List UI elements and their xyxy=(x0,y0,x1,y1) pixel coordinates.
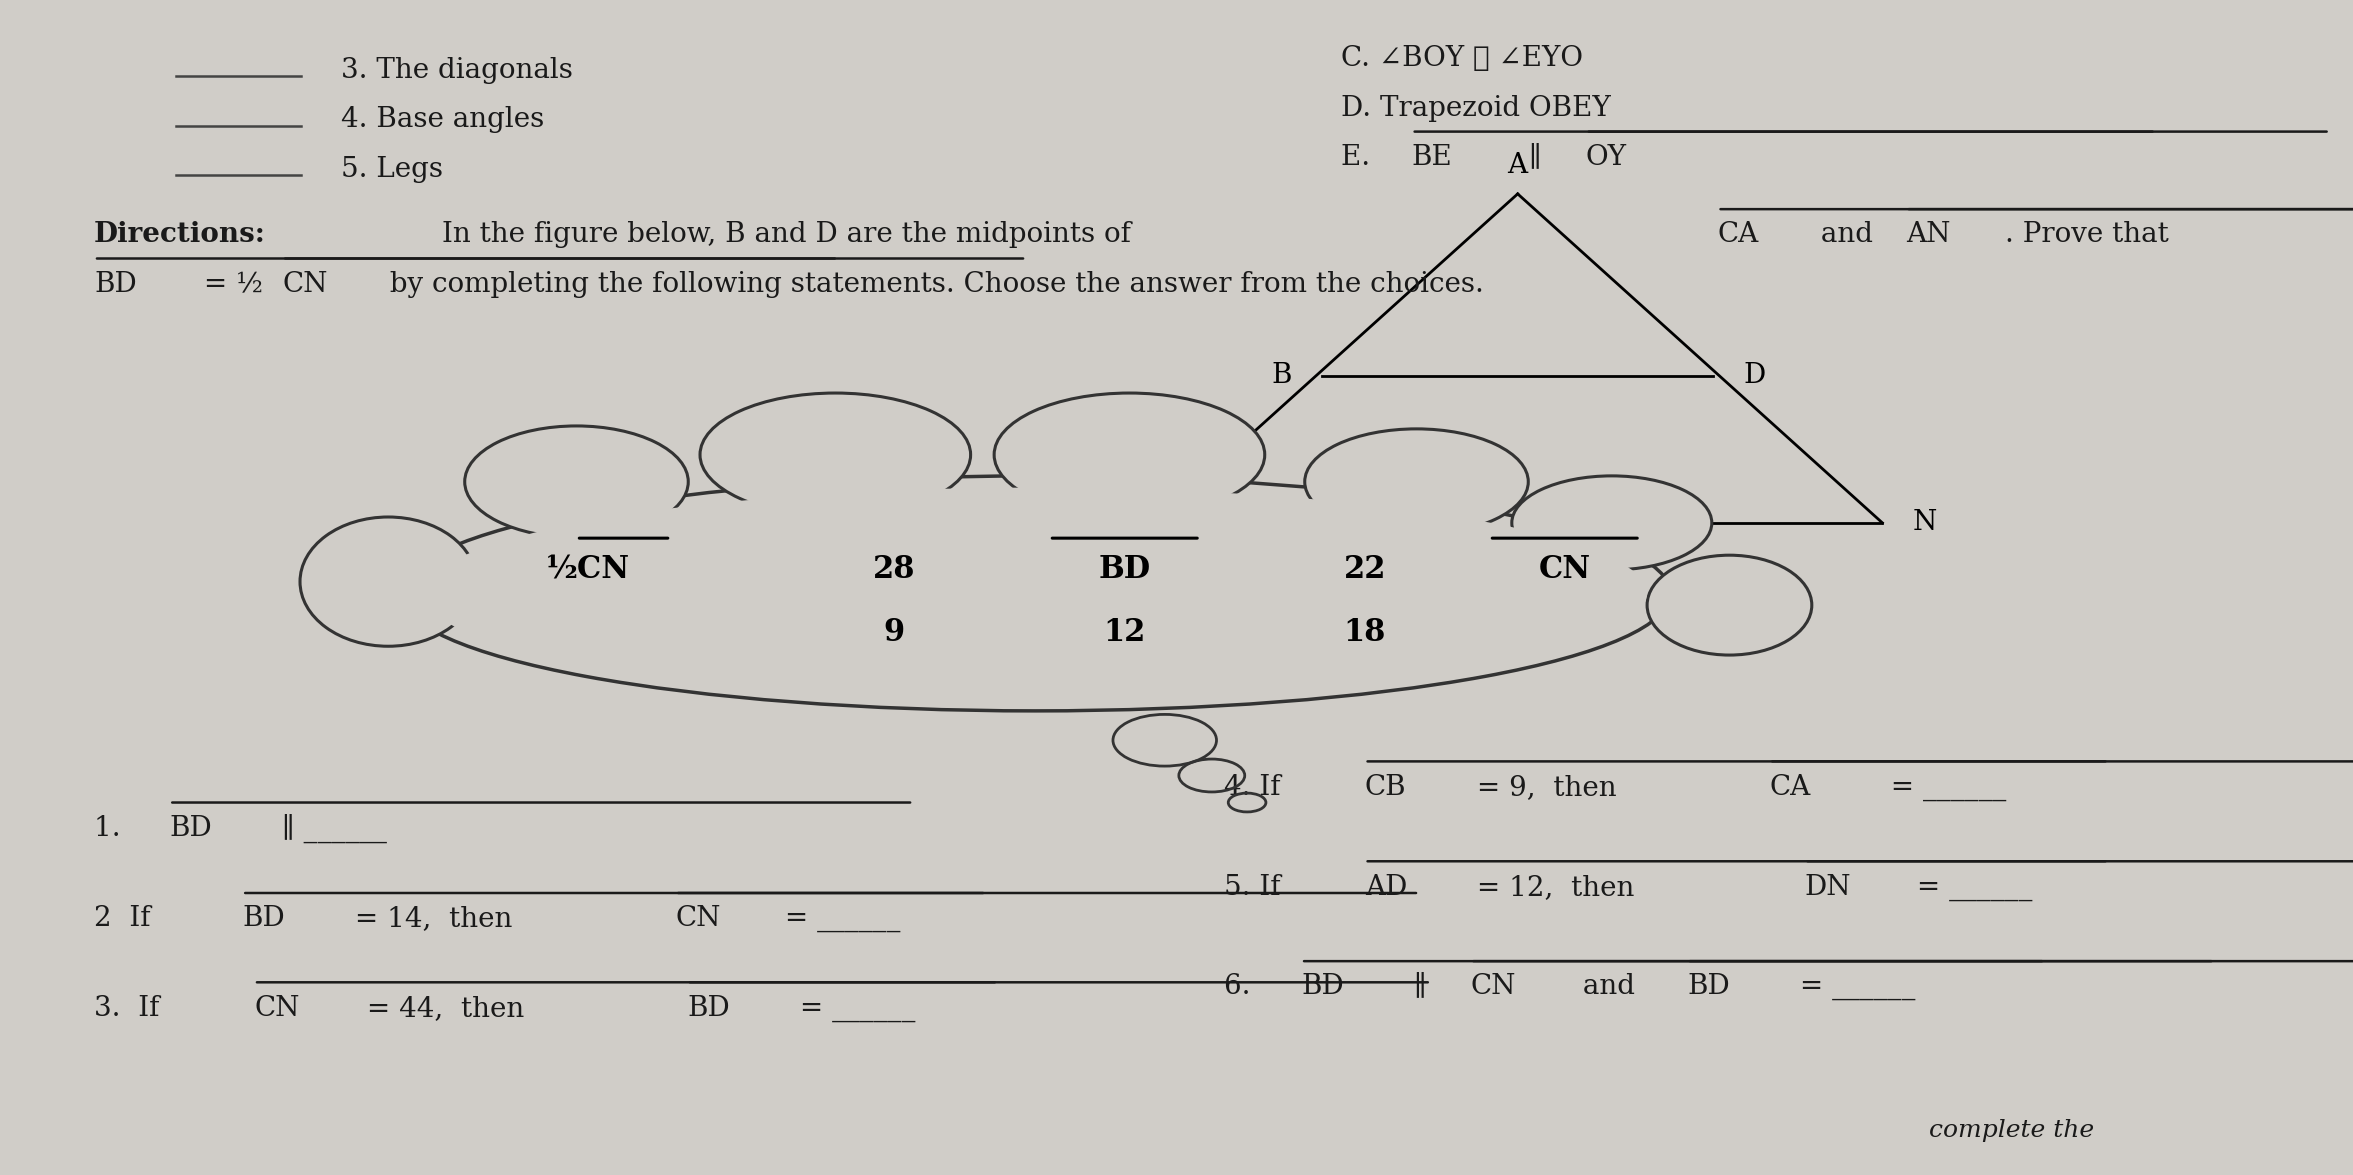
Text: DN: DN xyxy=(1805,874,1852,900)
Ellipse shape xyxy=(720,402,951,508)
Text: CN: CN xyxy=(1471,974,1515,1000)
Text: BD: BD xyxy=(242,906,285,932)
Text: = ______: = ______ xyxy=(791,995,915,1021)
Text: 28: 28 xyxy=(873,555,915,585)
Text: 22: 22 xyxy=(1344,555,1386,585)
Text: = ½: = ½ xyxy=(195,271,264,297)
Text: = ______: = ______ xyxy=(776,906,901,932)
Text: ½CN: ½CN xyxy=(546,555,631,585)
Text: BD: BD xyxy=(94,271,136,297)
Text: and: and xyxy=(1574,974,1645,1000)
Text: BD: BD xyxy=(687,995,729,1021)
Text: BE: BE xyxy=(1412,145,1452,170)
Ellipse shape xyxy=(1647,556,1812,656)
Text: 5. Legs: 5. Legs xyxy=(341,156,442,182)
Text: BD: BD xyxy=(1099,555,1151,585)
Text: and: and xyxy=(1812,222,1882,248)
Text: BD: BD xyxy=(1687,974,1729,1000)
Ellipse shape xyxy=(464,427,687,538)
Text: 4. Base angles: 4. Base angles xyxy=(341,107,544,133)
Text: 3.  If: 3. If xyxy=(94,995,169,1021)
Text: 6.: 6. xyxy=(1224,974,1259,1000)
Text: 9: 9 xyxy=(885,617,904,647)
Text: 2  If: 2 If xyxy=(94,906,160,932)
Text: CA: CA xyxy=(1718,222,1760,248)
Text: CN: CN xyxy=(254,995,299,1021)
Text: = ______: = ______ xyxy=(1908,874,2033,900)
Ellipse shape xyxy=(400,476,1671,711)
Ellipse shape xyxy=(1322,437,1511,526)
Text: BD: BD xyxy=(1301,974,1344,1000)
Text: CB: CB xyxy=(1365,774,1407,800)
Text: ∥ ______: ∥ ______ xyxy=(273,814,386,842)
Text: AN: AN xyxy=(1906,222,1951,248)
Ellipse shape xyxy=(699,392,969,517)
Text: = 44,  then: = 44, then xyxy=(358,995,532,1021)
Text: CN: CN xyxy=(1539,555,1591,585)
Text: D. Trapezoid OBEY: D. Trapezoid OBEY xyxy=(1341,95,1612,121)
Text: 4. If: 4. If xyxy=(1224,774,1289,800)
Text: CA: CA xyxy=(1769,774,1812,800)
Text: complete the: complete the xyxy=(1929,1119,2094,1142)
Text: ∥: ∥ xyxy=(1405,974,1435,1000)
Text: A: A xyxy=(1508,152,1527,179)
Text: = 12,  then: = 12, then xyxy=(1468,874,1642,900)
Text: 3. The diagonals: 3. The diagonals xyxy=(341,58,574,83)
Text: B: B xyxy=(1271,363,1292,389)
Text: In the figure below, B and D are the midpoints of: In the figure below, B and D are the mid… xyxy=(442,222,1141,248)
Text: = 9,  then: = 9, then xyxy=(1468,774,1626,800)
Ellipse shape xyxy=(1014,402,1245,508)
Text: ∥: ∥ xyxy=(1520,145,1551,170)
Ellipse shape xyxy=(299,517,475,646)
Text: CN: CN xyxy=(282,271,327,297)
Ellipse shape xyxy=(1511,476,1711,570)
Ellipse shape xyxy=(482,435,671,529)
Ellipse shape xyxy=(1527,483,1697,563)
Text: 1.: 1. xyxy=(94,815,129,841)
Text: = 14,  then: = 14, then xyxy=(346,906,520,932)
Text: AD: AD xyxy=(1365,874,1407,900)
Text: CN: CN xyxy=(675,906,720,932)
Text: E.: E. xyxy=(1341,145,1379,170)
Text: Directions:: Directions: xyxy=(94,222,266,248)
Text: D: D xyxy=(1744,363,1765,389)
Ellipse shape xyxy=(1304,429,1527,535)
Text: C. ∠BOY ≅ ∠EYO: C. ∠BOY ≅ ∠EYO xyxy=(1341,46,1584,72)
Text: 12: 12 xyxy=(1104,617,1146,647)
Text: N: N xyxy=(1913,510,1937,536)
Ellipse shape xyxy=(993,392,1264,517)
Text: . Prove that: . Prove that xyxy=(2005,222,2169,248)
Text: 18: 18 xyxy=(1344,617,1386,647)
Text: by completing the following statements. Choose the answer from the choices.: by completing the following statements. … xyxy=(381,271,1485,297)
Text: BD: BD xyxy=(169,815,212,841)
Text: = ______: = ______ xyxy=(1873,774,2007,800)
Text: = ______: = ______ xyxy=(1791,974,1915,1000)
Text: C: C xyxy=(1101,510,1122,536)
Ellipse shape xyxy=(424,488,1647,699)
Text: OY: OY xyxy=(1586,145,1626,170)
Text: 5. If: 5. If xyxy=(1224,874,1289,900)
